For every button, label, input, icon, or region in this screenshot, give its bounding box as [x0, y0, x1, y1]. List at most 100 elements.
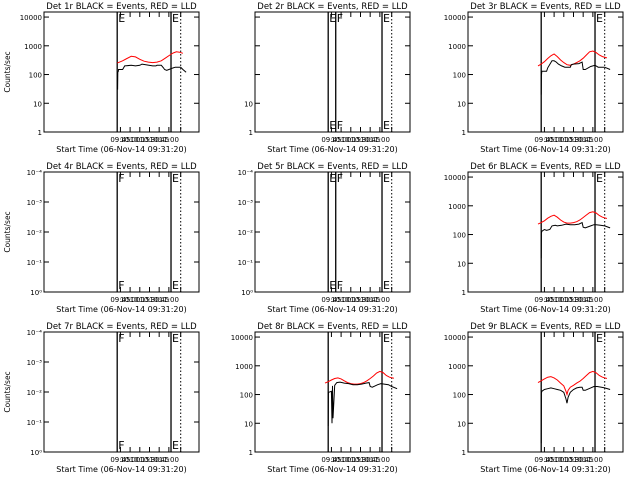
- y-tick-label: 10⁰: [30, 289, 42, 297]
- marker-label: E: [329, 172, 336, 185]
- marker-label: E: [383, 332, 390, 345]
- x-tick-label: 10:15: [554, 296, 574, 304]
- chart-title: Det 6r BLACK = Events, RED = LLD: [470, 162, 621, 172]
- events-series-line: [327, 381, 398, 427]
- x-tick-label: 10:15: [341, 136, 361, 144]
- y-tick-label: 10000: [444, 334, 466, 342]
- y-tick-label: 100: [29, 72, 42, 80]
- marker-label-bottom: F: [118, 439, 124, 452]
- y-tick-label: 10⁻¹: [238, 259, 254, 267]
- x-tick-label: 10:45: [360, 136, 380, 144]
- x-tick-label: 11:00: [370, 296, 390, 304]
- panel-2: Det 2r BLACK = Events, RED = LLD Start Ti…: [244, 2, 411, 154]
- y-tick-label: 10000: [231, 334, 253, 342]
- marker-label-bottom: E: [383, 119, 390, 132]
- marker-label-bottom: E: [329, 119, 336, 132]
- y-tick-label: 10000: [444, 14, 466, 22]
- marker-label: F: [337, 172, 343, 185]
- marker-label: E: [172, 332, 179, 345]
- plot-frame: [254, 171, 411, 293]
- x-tick-label: 11:00: [159, 136, 179, 144]
- x-tick-label: 10:00: [331, 456, 351, 464]
- x-tick-label: 10:15: [554, 136, 574, 144]
- marker-label-bottom: E: [172, 439, 179, 452]
- x-tick-label: 09:45: [321, 136, 341, 144]
- panel-6: Det 6r BLACK = Events, RED = LLD Start Ti…: [444, 162, 624, 314]
- y-tick-label: 1000: [24, 43, 42, 51]
- panel-7: Det 7r BLACK = Events, RED = LLD Start Ti…: [3, 322, 200, 474]
- chart-title: Det 8r BLACK = Events, RED = LLD: [257, 322, 408, 332]
- x-tick-label: 10:30: [139, 136, 159, 144]
- y-tick-label: 10⁰: [241, 289, 253, 297]
- y-tick-label: 10: [457, 100, 466, 108]
- y-tick-label: 10: [244, 420, 253, 428]
- lld-series-line: [537, 50, 608, 67]
- marker-label: E: [172, 172, 179, 185]
- marker-label-bottom: F: [337, 279, 343, 292]
- y-tick-label: 1: [249, 129, 253, 137]
- x-tick-label: 11:00: [370, 136, 390, 144]
- plot-frame: [43, 11, 200, 133]
- x-tick-label: 10:30: [350, 296, 370, 304]
- y-tick-label: 1000: [235, 363, 253, 371]
- chart-title: Det 5r BLACK = Events, RED = LLD: [257, 162, 408, 172]
- panel-4: Det 4r BLACK = Events, RED = LLD Start Ti…: [3, 162, 200, 314]
- y-tick-label: 1000: [448, 43, 466, 51]
- y-tick-label: 10⁻⁴: [27, 169, 43, 177]
- plot-frame: [43, 331, 200, 453]
- x-axis-label: Start Time (06-Nov-14 09:31:20): [480, 145, 610, 154]
- x-tick-label: 10:30: [563, 296, 583, 304]
- x-tick-label: 10:45: [149, 136, 169, 144]
- y-tick-label: 10⁻⁴: [27, 329, 43, 337]
- plot-frame: [43, 171, 200, 293]
- marker-label: E: [118, 12, 125, 25]
- chart-title: Det 4r BLACK = Events, RED = LLD: [46, 162, 197, 172]
- x-tick-label: 09:45: [110, 136, 130, 144]
- plot-frame: [467, 331, 624, 453]
- events-series-line: [540, 386, 611, 444]
- x-axis-label: Start Time (06-Nov-14 09:31:20): [480, 305, 610, 314]
- x-tick-label: 10:45: [573, 136, 593, 144]
- marker-label: E: [383, 12, 390, 25]
- y-tick-label: 10⁻³: [238, 199, 254, 207]
- x-tick-label: 10:30: [350, 136, 370, 144]
- y-tick-label: 10: [457, 420, 466, 428]
- y-tick-label: 1: [462, 449, 466, 457]
- x-tick-label: 10:45: [360, 456, 380, 464]
- y-tick-label: 100: [453, 232, 466, 240]
- y-tick-label: 10⁻³: [27, 199, 43, 207]
- lld-series-line: [117, 51, 184, 64]
- x-tick-label: 10:00: [544, 456, 564, 464]
- x-axis-label: Start Time (06-Nov-14 09:31:20): [56, 465, 186, 474]
- x-tick-label: 10:45: [360, 296, 380, 304]
- chart-title: Det 7r BLACK = Events, RED = LLD: [46, 322, 197, 332]
- x-tick-label: 09:45: [534, 456, 554, 464]
- x-tick-label: 10:00: [544, 296, 564, 304]
- panel-5: Det 5r BLACK = Events, RED = LLD Start Ti…: [238, 162, 411, 314]
- y-tick-label: 100: [240, 392, 253, 400]
- marker-label: E: [596, 172, 603, 185]
- lld-series-line: [537, 211, 608, 225]
- x-tick-label: 10:30: [139, 456, 159, 464]
- y-tick-label: 100: [453, 392, 466, 400]
- chart-title: Det 1r BLACK = Events, RED = LLD: [46, 2, 197, 12]
- panel-1: Det 1r BLACK = Events, RED = LLD Start Ti…: [3, 2, 200, 154]
- marker-label: E: [383, 172, 390, 185]
- y-tick-label: 10⁻²: [238, 229, 254, 237]
- marker-label: E: [596, 12, 603, 25]
- y-tick-label: 1: [38, 129, 42, 137]
- events-series-line: [540, 221, 611, 259]
- x-tick-label: 11:00: [583, 296, 603, 304]
- x-tick-label: 10:00: [120, 136, 140, 144]
- y-tick-label: 1000: [448, 203, 466, 211]
- x-tick-label: 10:00: [331, 136, 351, 144]
- y-tick-label: 1: [462, 129, 466, 137]
- events-series-line: [117, 63, 187, 90]
- y-axis-label: Counts/sec: [3, 51, 12, 92]
- y-tick-label: 10000: [20, 14, 42, 22]
- x-tick-label: 10:00: [120, 296, 140, 304]
- panel-3: Det 3r BLACK = Events, RED = LLD Start Ti…: [444, 2, 624, 154]
- y-tick-label: 10⁻¹: [27, 419, 43, 427]
- plot-frame: [467, 11, 624, 133]
